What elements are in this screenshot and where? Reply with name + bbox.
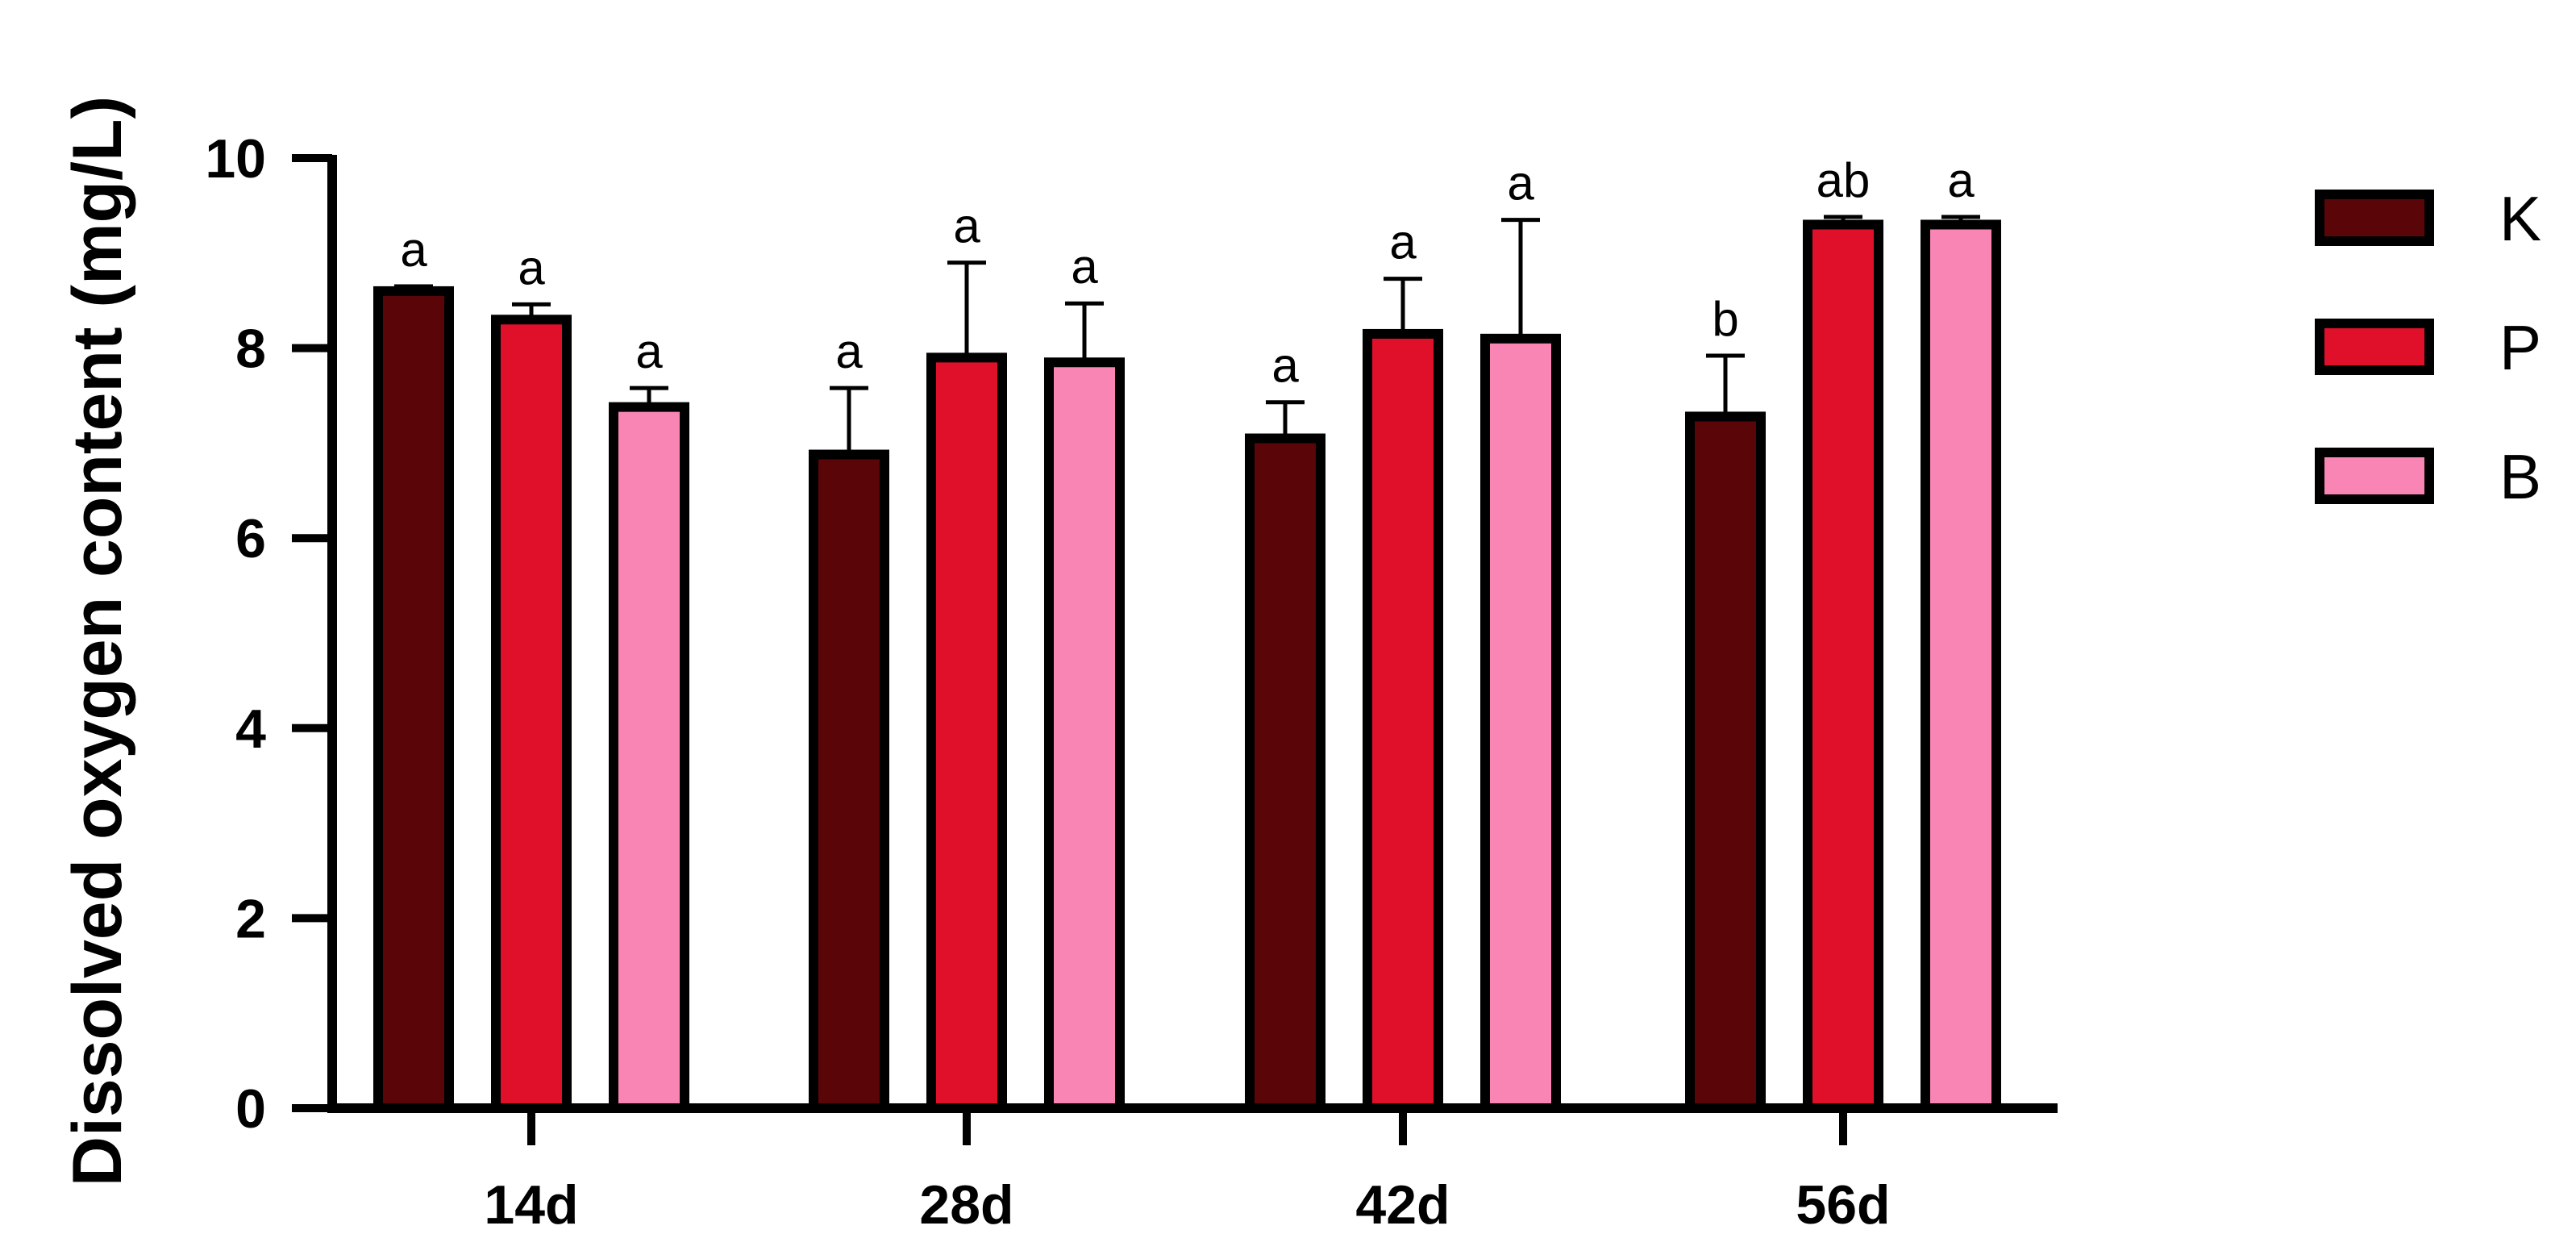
axes xyxy=(327,155,2058,1113)
bar-P-28d xyxy=(926,352,1007,1113)
bar-P-42d xyxy=(1363,328,1443,1113)
significance-label-P-56d: ab xyxy=(1817,153,1871,207)
bar-K-28d xyxy=(809,449,889,1113)
x-tick-label-42d: 42d xyxy=(1355,1174,1450,1236)
y-tick-label: 8 xyxy=(235,319,266,380)
significance-label-P-28d: a xyxy=(953,199,980,253)
bar-B-56d xyxy=(1921,219,2001,1114)
bar-B-42d xyxy=(1480,333,1561,1113)
y-tick-label: 6 xyxy=(235,508,266,569)
significance-label-B-14d: a xyxy=(635,324,663,378)
significance-label-K-28d: a xyxy=(835,324,863,378)
y-tick-label: 10 xyxy=(205,128,266,190)
legend-swatch-B xyxy=(2315,448,2434,504)
bar-B-14d xyxy=(609,402,689,1113)
x-tick-label-28d: 28d xyxy=(919,1174,1013,1236)
bar-P-56d xyxy=(1803,219,1883,1114)
bar-K-42d xyxy=(1245,433,1325,1113)
bar-P-14d xyxy=(491,315,572,1113)
bar-B-28d xyxy=(1044,357,1125,1113)
legend-label-K: K xyxy=(2499,183,2541,254)
significance-label-B-28d: a xyxy=(1071,240,1098,294)
x-ticks: 14d 28d 42d 56d xyxy=(484,1108,1891,1236)
y-axis-label: Dissolved oxygen content (mg/L) xyxy=(59,96,136,1186)
x-tick-label-14d: 14d xyxy=(484,1174,578,1236)
significance-label-P-14d: a xyxy=(518,240,545,294)
y-tick-label: 4 xyxy=(235,698,266,760)
bar-K-56d xyxy=(1685,411,1766,1113)
legend: KPB xyxy=(2315,183,2541,512)
significance-label-K-42d: a xyxy=(1271,339,1299,393)
significance-label-B-42d: a xyxy=(1507,156,1534,211)
legend-label-P: P xyxy=(2499,312,2541,383)
significance-label-B-56d: a xyxy=(1947,153,1975,207)
significance-label-P-42d: a xyxy=(1389,215,1417,269)
significance-label-K-14d: a xyxy=(400,223,427,277)
bar-K-14d xyxy=(373,286,454,1114)
significance-label-K-56d: b xyxy=(1712,292,1738,346)
y-ticks: 0 2 4 6 8 10 xyxy=(205,128,332,1140)
y-tick-label: 2 xyxy=(235,888,266,949)
y-tick-label: 0 xyxy=(235,1078,266,1140)
legend-label-B: B xyxy=(2499,441,2541,512)
legend-swatch-K xyxy=(2315,190,2434,246)
x-tick-label-56d: 56d xyxy=(1796,1174,1890,1236)
legend-swatch-P xyxy=(2315,319,2434,375)
